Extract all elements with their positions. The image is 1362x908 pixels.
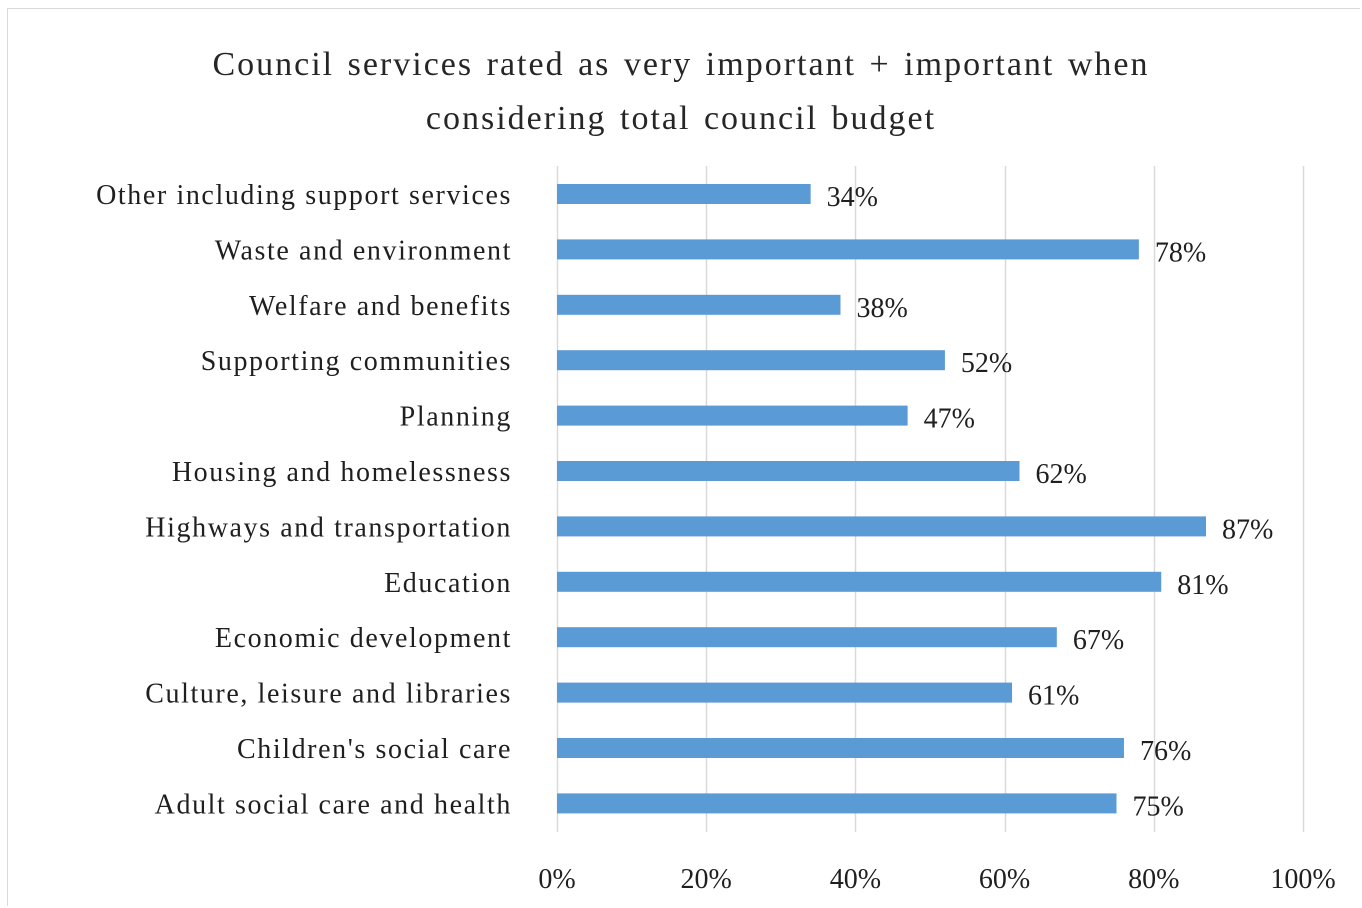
bar bbox=[557, 239, 1139, 260]
gridlines bbox=[556, 166, 1305, 832]
data-label: 81% bbox=[1177, 570, 1228, 601]
data-label: 62% bbox=[1036, 459, 1087, 490]
category-label: Education bbox=[384, 568, 512, 599]
bar bbox=[557, 405, 908, 426]
category-label: Supporting communities bbox=[201, 346, 512, 377]
bar bbox=[557, 682, 1013, 703]
x-tick-label: 60% bbox=[979, 864, 1030, 895]
category-label: Culture, leisure and libraries bbox=[145, 679, 512, 710]
data-label: 38% bbox=[856, 293, 907, 324]
data-label: 47% bbox=[924, 404, 975, 435]
category-label: Economic development bbox=[215, 623, 512, 654]
bar bbox=[557, 627, 1057, 648]
chart-title-line-1: Council services rated as very important… bbox=[212, 46, 1150, 83]
data-label: 76% bbox=[1140, 736, 1191, 767]
data-label: 75% bbox=[1133, 791, 1184, 822]
value-labels: 34% 78% 38% 52% 47% 62% 87% 81% 67% 61% 76% 75% bbox=[827, 182, 1274, 822]
category-label: Welfare and benefits bbox=[249, 291, 512, 322]
x-tick-label: 100% bbox=[1270, 864, 1335, 895]
category-label: Planning bbox=[400, 402, 512, 433]
category-label: Waste and environment bbox=[215, 235, 512, 266]
bar bbox=[557, 294, 841, 315]
x-tick-label: 20% bbox=[681, 864, 732, 895]
bar bbox=[557, 738, 1124, 758]
chart-title: Council services rated as very important… bbox=[0, 38, 1362, 146]
bar bbox=[557, 516, 1207, 537]
category-label: Housing and homelessness bbox=[172, 457, 512, 488]
data-label: 52% bbox=[961, 348, 1012, 379]
category-label: Children's social care bbox=[237, 734, 512, 765]
data-label: 78% bbox=[1155, 237, 1206, 268]
data-label: 34% bbox=[827, 182, 878, 213]
x-tick-label: 80% bbox=[1128, 864, 1179, 895]
bar bbox=[557, 184, 811, 204]
category-label: Highways and transportation bbox=[145, 512, 512, 543]
chart-frame bbox=[7, 8, 1360, 906]
data-label: 87% bbox=[1222, 514, 1273, 545]
data-label: 67% bbox=[1073, 625, 1124, 656]
bar bbox=[557, 461, 1020, 481]
bar bbox=[557, 350, 945, 371]
x-axis-tick-labels: 0% 20% 40% 60% 80% 100% bbox=[538, 864, 1335, 895]
bar bbox=[557, 571, 1162, 592]
category-label: Other including support services bbox=[96, 180, 512, 211]
x-tick-label: 40% bbox=[830, 864, 881, 895]
category-labels: Other including support services Waste an… bbox=[96, 180, 512, 820]
chart-title-line-2: considering total council budget bbox=[425, 100, 937, 137]
data-label: 61% bbox=[1028, 681, 1079, 712]
bar bbox=[557, 793, 1117, 814]
bars bbox=[557, 184, 1207, 814]
category-label: Adult social care and health bbox=[155, 789, 512, 820]
x-tick-label: 0% bbox=[538, 864, 575, 895]
